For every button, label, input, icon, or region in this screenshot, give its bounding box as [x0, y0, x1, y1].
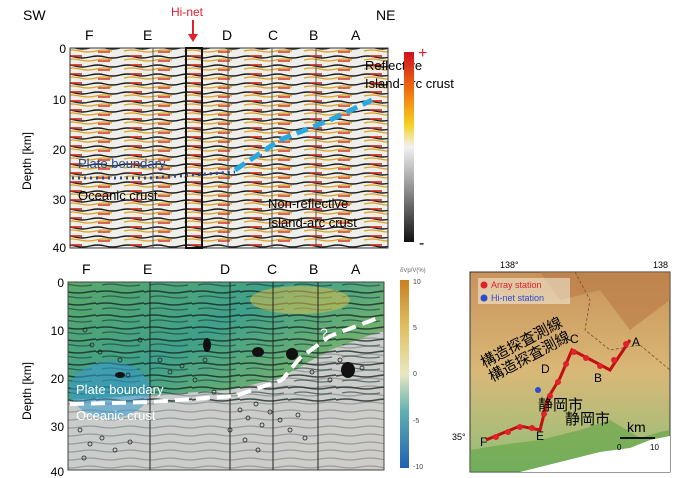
top-letter-d: D: [222, 27, 232, 43]
bottom-y-ticks: 0 10 20 30 40: [51, 276, 65, 478]
top-plate-boundary-label: Plate boundary: [78, 156, 166, 171]
top-colorbar-minus: -: [419, 235, 424, 252]
top-colorbar: [404, 52, 414, 242]
top-y-ticks: 0 10 20 30 40: [53, 42, 67, 255]
bottom-colorbar: [400, 280, 409, 468]
bottom-letter-b: B: [309, 261, 318, 277]
top-y-tick: 20: [53, 143, 67, 157]
top-panel: SW NE Hi-net F E D C B A Depth [km] 0 10…: [20, 5, 454, 255]
bottom-profile-letters: F E D C B A: [82, 261, 361, 277]
map-sea: [520, 436, 670, 472]
map-letter-f: F: [480, 435, 487, 449]
top-y-tick: 40: [53, 241, 67, 255]
hinet-box: [185, 47, 203, 249]
top-profile-letters: F E D C B A: [85, 27, 361, 43]
top-y-tick: 0: [59, 42, 66, 56]
bottom-y-axis-label: Depth [km]: [20, 362, 34, 420]
top-seismic-section: [69, 47, 389, 249]
map-letter-c: C: [570, 332, 579, 346]
bottom-oceanic-crust-label: Oceanic crust: [76, 408, 156, 423]
nonreflective-label-2: Island-arc crust: [268, 215, 357, 230]
sw-label: SW: [23, 7, 46, 23]
map-letter-b: B: [594, 371, 602, 385]
bottom-y-tick: 30: [51, 420, 65, 434]
ne-label: NE: [376, 7, 395, 23]
legend-hinet-marker: [480, 294, 488, 302]
bottom-colorbar-tick: -5: [413, 418, 419, 425]
top-y-axis-label: Depth [km]: [20, 132, 34, 190]
bottom-colorbar-ticks: 10 5 0 -5 -10: [413, 279, 423, 471]
bottom-letter-f: F: [82, 261, 91, 277]
legend-hinet-label: Hi-net station: [491, 293, 544, 303]
top-oceanic-crust-label: Oceanic crust: [78, 188, 158, 203]
legend-array-marker: [480, 281, 488, 289]
bottom-letter-a: A: [351, 261, 361, 277]
top-letter-e: E: [143, 27, 152, 43]
bottom-colorbar-tick: 10: [413, 279, 421, 286]
bottom-colorbar-tick: 5: [413, 325, 417, 332]
map-boundary-line: [574, 271, 671, 371]
bottom-letter-d: D: [220, 261, 230, 277]
top-y-tick: 30: [53, 193, 67, 207]
map-point-letters: A B C D E F: [480, 332, 640, 449]
map-mountains: [470, 272, 670, 330]
top-y-tick: 10: [53, 93, 67, 107]
bottom-y-tick: 20: [51, 372, 65, 386]
scale-tick-10: 10: [650, 443, 659, 452]
bottom-colorbar-title: δVp/V(%): [400, 268, 426, 274]
bottom-colorbar-tick: 0: [413, 371, 417, 378]
array-stations: [493, 341, 629, 440]
hinet-label: Hi-net: [171, 5, 204, 19]
bottom-colorbar-tick: -10: [413, 464, 423, 471]
top-letter-b: B: [309, 27, 318, 43]
city-label-2: 静岡市: [565, 411, 610, 428]
bottom-panel-dividers: [149, 282, 319, 470]
top-colorbar-plus: +: [418, 45, 427, 62]
top-letter-c: C: [268, 27, 278, 43]
tomography-yellow-anomaly: [250, 286, 350, 314]
scale-unit: km: [627, 419, 646, 435]
hinet-station-marker: [535, 387, 541, 393]
map-legend-box: [478, 278, 570, 304]
bottom-letter-e: E: [143, 261, 152, 277]
city-label-1: 静岡市: [538, 397, 583, 414]
map-lon-right: 138: [653, 260, 668, 270]
map-letter-d: D: [541, 362, 550, 376]
bottom-plate-boundary-label: Plate boundary: [76, 382, 164, 397]
bottom-panel: F E D C B A: [20, 261, 426, 478]
top-letter-f: F: [85, 27, 94, 43]
station-map: 138° 138 35° Array station Hi-net statio…: [452, 260, 671, 473]
map-letter-a: A: [632, 335, 640, 349]
tomography-frame: [67, 281, 385, 471]
top-letter-a: A: [351, 27, 361, 43]
hypocenter-circles: [77, 327, 365, 461]
map-letter-e: E: [536, 429, 544, 443]
bottom-y-tick: 0: [57, 276, 64, 290]
hinet-arrowhead: [188, 34, 198, 42]
hypocenter-clusters: [115, 338, 355, 378]
bottom-y-tick: 10: [51, 324, 65, 338]
top-plate-boundary-line: [72, 170, 236, 180]
question-mark: ?: [320, 325, 328, 341]
bottom-letter-c: C: [267, 261, 277, 277]
nonreflective-label-1: Non-reflective: [268, 196, 348, 211]
bottom-plate-boundary-line: [69, 316, 379, 406]
map-lon-left: 138°: [500, 260, 519, 270]
scale-tick-0: 0: [617, 443, 622, 452]
bottom-y-tick: 40: [51, 465, 65, 478]
survey-line-path: [485, 339, 632, 442]
legend-array-label: Array station: [491, 280, 542, 290]
top-cyan-boundary: [233, 97, 374, 173]
map-lat-label: 35°: [452, 432, 466, 442]
